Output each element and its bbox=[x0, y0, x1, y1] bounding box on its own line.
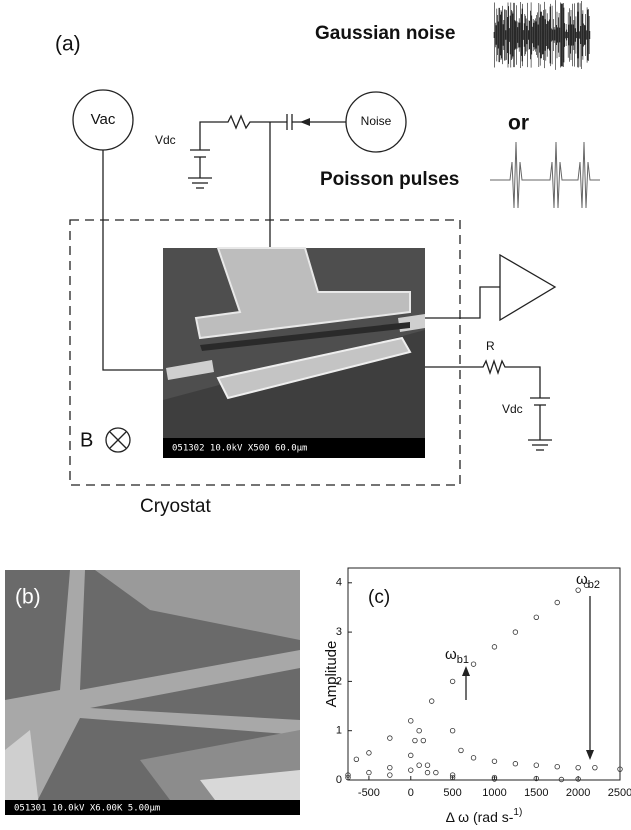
noise-title: Gaussian noise bbox=[315, 23, 455, 44]
resistor bbox=[200, 116, 287, 150]
x-tick-label: 2000 bbox=[566, 787, 590, 799]
x-axis-label: Δ ω (rad s-1) bbox=[446, 807, 523, 825]
panel-label: (b) bbox=[15, 586, 41, 609]
resistor-label: R bbox=[486, 339, 495, 353]
noise-label: Noise bbox=[361, 114, 392, 128]
data-point bbox=[555, 764, 560, 769]
data-point bbox=[513, 761, 518, 766]
y-tick-label: 3 bbox=[336, 626, 342, 638]
poisson-pulses-image bbox=[490, 142, 600, 208]
y-tick-label: 4 bbox=[336, 577, 342, 589]
annotation: ωb2 bbox=[576, 571, 600, 591]
x-tick-label: 0 bbox=[408, 787, 414, 799]
x-tick-label: -500 bbox=[358, 787, 380, 799]
pulses-title: Poisson pulses bbox=[320, 169, 459, 190]
data-point bbox=[354, 757, 359, 762]
data-point bbox=[417, 763, 422, 768]
gaussian-noise-image bbox=[494, 0, 590, 70]
y-tick-label: 1 bbox=[336, 725, 342, 737]
data-point bbox=[408, 768, 413, 773]
data-point bbox=[471, 756, 476, 761]
data-point bbox=[450, 728, 455, 733]
data-point bbox=[471, 662, 476, 667]
data-point bbox=[492, 759, 497, 764]
data-point bbox=[367, 751, 372, 756]
wire bbox=[425, 287, 500, 318]
noise-trace bbox=[494, 0, 590, 70]
data-point bbox=[513, 630, 518, 635]
data-point bbox=[425, 770, 430, 775]
arrow bbox=[300, 118, 310, 126]
page: (a) Gaussian noise or Poisson pulses Vac… bbox=[0, 0, 631, 830]
data-point bbox=[576, 588, 581, 593]
data-point bbox=[425, 763, 430, 768]
data-point bbox=[450, 679, 455, 684]
data-point bbox=[388, 773, 393, 778]
data-point bbox=[408, 719, 413, 724]
sem-image-a bbox=[163, 248, 425, 458]
vac-label: Vac bbox=[91, 111, 116, 128]
resistor bbox=[425, 361, 540, 398]
data-point bbox=[576, 765, 581, 770]
sem-caption: 051302 10.0kV X500 60.0µm bbox=[172, 444, 307, 454]
data-point bbox=[421, 738, 426, 743]
field-label: B bbox=[80, 429, 93, 451]
x-tick-label: 1500 bbox=[524, 787, 548, 799]
pulse-trace bbox=[490, 142, 600, 208]
data-point bbox=[429, 699, 434, 704]
data-point bbox=[593, 765, 598, 770]
sem-caption: 051301 10.0kV X6.00K 5.00µm bbox=[14, 804, 160, 814]
panel-label: (a) bbox=[55, 33, 81, 56]
vdc-label: Vdc bbox=[502, 402, 523, 416]
y-tick-label: 0 bbox=[336, 774, 342, 786]
data-point bbox=[408, 753, 413, 758]
cryostat-label: Cryostat bbox=[140, 496, 211, 517]
data-point bbox=[434, 770, 439, 775]
or-text: or bbox=[508, 112, 529, 135]
x-tick-label: 1000 bbox=[482, 787, 506, 799]
vdc-label: Vdc bbox=[155, 133, 176, 147]
data-point bbox=[534, 615, 539, 620]
amplifier bbox=[500, 255, 555, 320]
data-point bbox=[413, 738, 418, 743]
y-axis-label: Amplitude bbox=[323, 641, 340, 708]
data-point bbox=[417, 728, 422, 733]
x-tick-label: 2500 bbox=[608, 787, 631, 799]
data-point bbox=[492, 645, 497, 650]
data-point bbox=[459, 748, 464, 753]
data-point bbox=[555, 600, 560, 605]
data-point bbox=[388, 736, 393, 741]
x-tick-label: 500 bbox=[443, 787, 461, 799]
sem-image-b bbox=[5, 570, 300, 815]
jump-arrow bbox=[586, 750, 594, 760]
data-point bbox=[534, 763, 539, 768]
jump-arrow bbox=[462, 666, 470, 676]
panel-label: (c) bbox=[368, 587, 390, 608]
figure: (a) Gaussian noise or Poisson pulses Vac… bbox=[0, 0, 631, 830]
annotation: ωb1 bbox=[445, 646, 469, 666]
data-point bbox=[388, 765, 393, 770]
data-point bbox=[367, 770, 372, 775]
wire bbox=[103, 150, 172, 370]
